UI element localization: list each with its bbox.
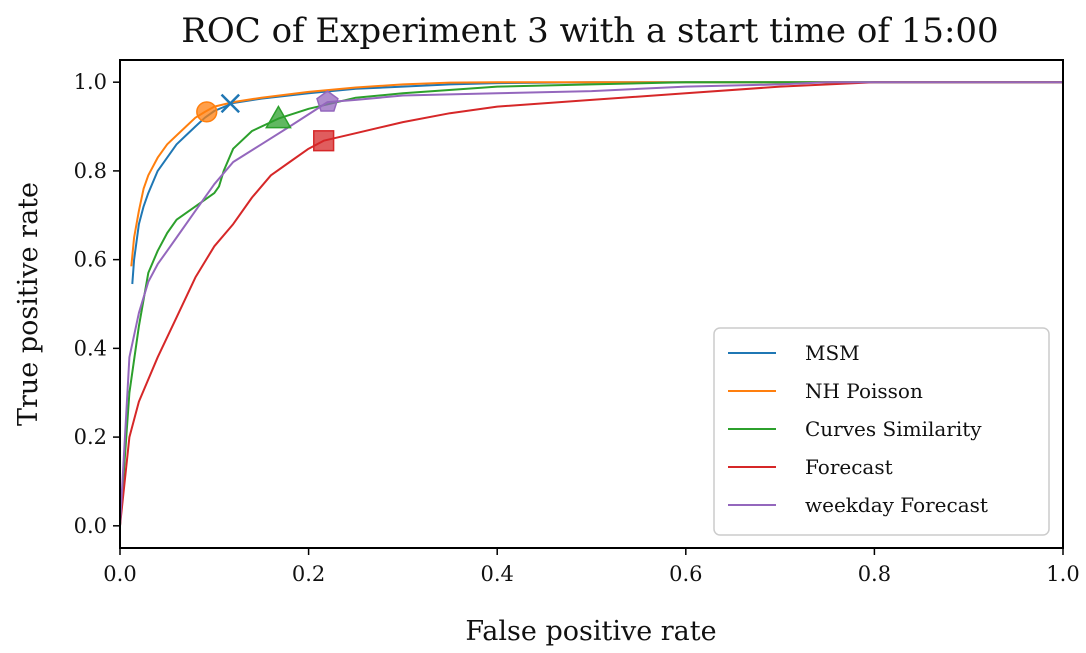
legend-label-msm: MSM bbox=[805, 341, 860, 365]
plot-frame bbox=[119, 59, 1064, 549]
operating-point-weekday-forecast bbox=[316, 90, 339, 112]
x-tick-label: 0.6 bbox=[669, 562, 702, 586]
x-tick-label: 0.0 bbox=[103, 562, 136, 586]
y-axis-label: True positive rate bbox=[13, 182, 44, 426]
x-tick-label: 0.2 bbox=[292, 562, 325, 586]
axis-ticks: 0.0 0.2 0.4 0.6 0.8 1.0 0.0 0.2 0.4 0.6 0.8 1.0 bbox=[74, 70, 1080, 586]
chart-title: ROC of Experiment 3 with a start time of… bbox=[181, 11, 998, 51]
operating-point-curves-similarity bbox=[265, 104, 292, 129]
legend-label-curves-similarity: Curves Similarity bbox=[805, 417, 982, 441]
legend-label-nh-poisson: NH Poisson bbox=[805, 379, 923, 403]
x-tick-label: 0.8 bbox=[858, 562, 891, 586]
operating-point-nh-poisson bbox=[196, 101, 218, 123]
series-line-forecast bbox=[119, 81, 1063, 526]
series-line-curves-similarity bbox=[119, 81, 1063, 526]
x-axis-label: False positive rate bbox=[465, 616, 716, 647]
y-tick-label: 0.2 bbox=[74, 425, 107, 449]
series-line-msm bbox=[131, 81, 1063, 285]
y-tick-label: 1.0 bbox=[74, 70, 107, 94]
y-tick-label: 0.0 bbox=[74, 514, 107, 538]
legend: MSM NH Poisson Curves Similarity Forecast we… bbox=[713, 327, 1050, 536]
marker-layer bbox=[196, 90, 339, 152]
operating-point-msm bbox=[220, 93, 241, 114]
y-tick-label: 0.4 bbox=[74, 336, 107, 360]
legend-box bbox=[713, 327, 1050, 536]
x-tick-label: 0.4 bbox=[480, 562, 513, 586]
operating-point-forecast bbox=[313, 130, 335, 152]
x-tick-label: 1.0 bbox=[1046, 562, 1079, 586]
y-tick-label: 0.6 bbox=[74, 248, 107, 272]
legend-label-weekday-forecast: weekday Forecast bbox=[805, 493, 988, 517]
y-tick-label: 0.8 bbox=[74, 159, 107, 183]
legend-label-forecast: Forecast bbox=[805, 455, 893, 479]
